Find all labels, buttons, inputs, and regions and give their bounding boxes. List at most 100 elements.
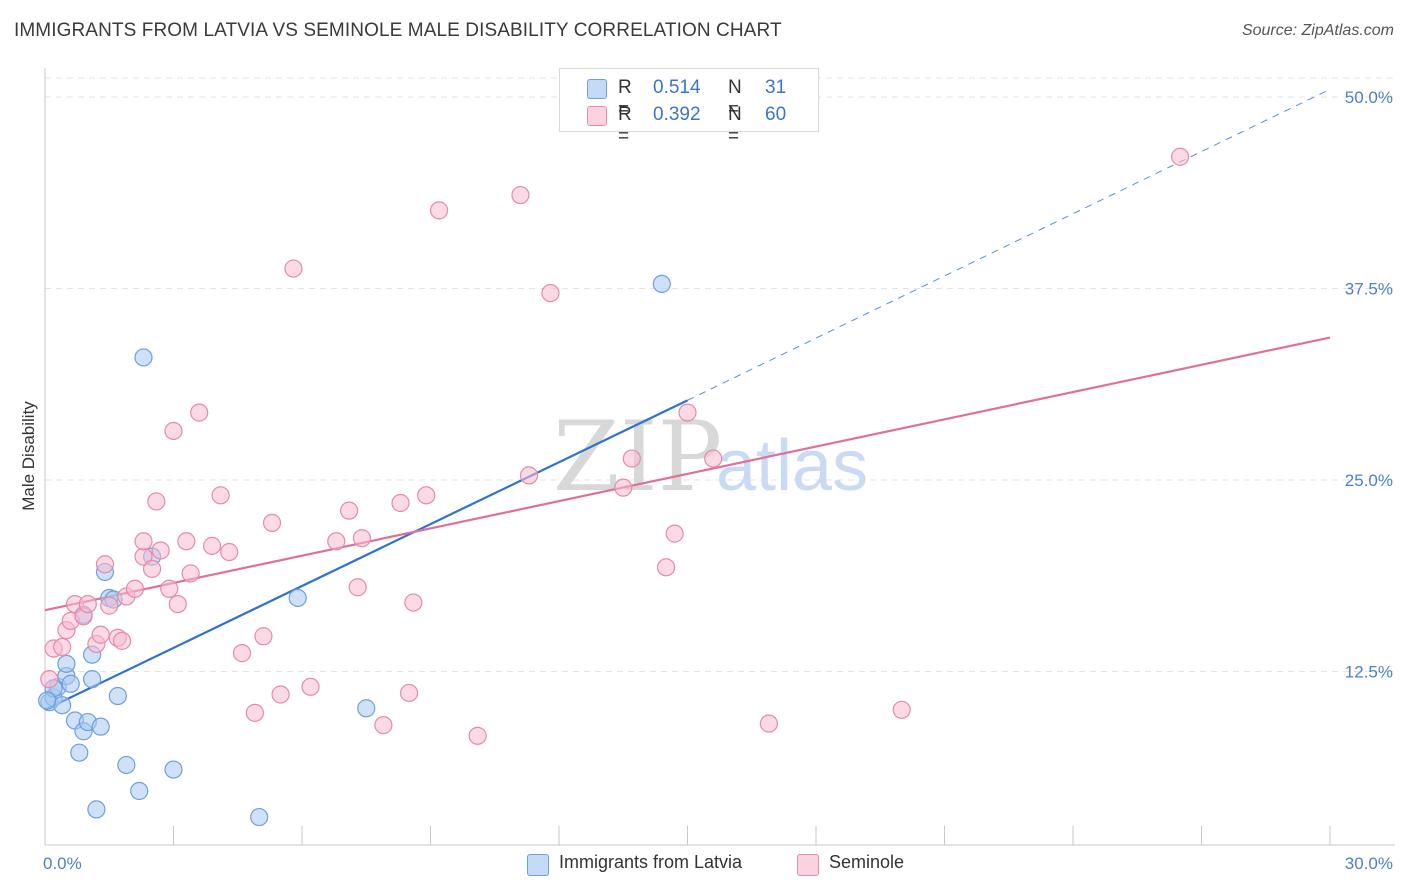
point-seminole bbox=[164, 421, 183, 441]
point-latvia bbox=[91, 717, 110, 736]
y-tick-label: 37.5% bbox=[1345, 280, 1393, 299]
point-seminole bbox=[220, 542, 239, 562]
point-latvia bbox=[61, 674, 80, 693]
point-latvia bbox=[70, 743, 89, 762]
point-seminole bbox=[151, 541, 170, 560]
point-seminole bbox=[468, 726, 487, 745]
point-latvia bbox=[117, 755, 136, 775]
point-seminole bbox=[40, 670, 59, 689]
point-seminole bbox=[1170, 147, 1190, 166]
point-seminole bbox=[95, 555, 115, 574]
point-seminole bbox=[147, 492, 166, 511]
point-seminole bbox=[190, 403, 209, 422]
point-seminole bbox=[91, 625, 110, 644]
point-latvia bbox=[87, 800, 106, 819]
point-seminole bbox=[100, 596, 119, 615]
y-axis-label: Male Disability bbox=[19, 401, 38, 511]
point-seminole bbox=[78, 594, 97, 614]
point-seminole bbox=[254, 627, 273, 646]
point-seminole bbox=[614, 478, 633, 497]
tick-labels: 12.5% 25.0% 37.5% 50.0% 0.0% 30.0% bbox=[43, 88, 1393, 873]
legend-r-label: R = bbox=[618, 104, 632, 147]
point-seminole bbox=[181, 564, 200, 583]
series-name-latvia: Immigrants from Latvia bbox=[559, 852, 743, 872]
y-tick-label: 50.0% bbox=[1345, 88, 1393, 107]
point-seminole bbox=[399, 683, 419, 703]
series-name-seminole: Seminole bbox=[829, 852, 905, 872]
point-seminole bbox=[168, 594, 187, 614]
point-latvia bbox=[83, 670, 102, 689]
point-seminole bbox=[892, 700, 911, 719]
point-latvia bbox=[357, 699, 376, 718]
point-seminole bbox=[404, 593, 423, 612]
x-tick-label: 0.0% bbox=[43, 854, 82, 873]
point-seminole bbox=[271, 685, 290, 704]
chart-title: IMMIGRANTS FROM LATVIA VS SEMINOLE MALE … bbox=[14, 20, 782, 41]
point-seminole bbox=[53, 637, 72, 657]
point-seminole bbox=[541, 283, 560, 303]
x-tick-label: 30.0% bbox=[1345, 854, 1393, 873]
point-seminole bbox=[177, 532, 196, 551]
point-seminole bbox=[202, 536, 222, 555]
watermark-atlas: atlas bbox=[716, 426, 868, 506]
point-seminole bbox=[348, 578, 367, 597]
point-seminole bbox=[374, 716, 393, 735]
point-latvia bbox=[288, 588, 307, 608]
trend-lines bbox=[44, 88, 1331, 711]
source-credit: Source: ZipAtlas.com bbox=[1241, 22, 1394, 39]
legend-n-label: N = bbox=[728, 77, 742, 120]
point-seminole bbox=[327, 532, 346, 551]
point-seminole bbox=[704, 449, 723, 468]
grid-lines bbox=[45, 77, 1395, 672]
point-latvia bbox=[250, 807, 269, 827]
point-seminole bbox=[134, 532, 153, 551]
legend-swatch-latvia bbox=[587, 79, 607, 99]
point-latvia bbox=[164, 760, 183, 779]
legend-r-label: R = bbox=[618, 77, 632, 120]
legend-n-value: 60 bbox=[765, 104, 787, 125]
point-latvia bbox=[134, 348, 153, 367]
point-seminole bbox=[511, 185, 530, 205]
point-seminole bbox=[301, 677, 320, 696]
point-seminole bbox=[340, 501, 359, 520]
legend-swatch-seminole bbox=[587, 106, 607, 126]
legend-n-value: 31 bbox=[765, 77, 787, 98]
point-seminole bbox=[759, 714, 778, 733]
y-tick-label: 12.5% bbox=[1345, 663, 1393, 682]
correlation-legend: R = 0.514 N = 31 R = 0.392 N = 60 bbox=[559, 68, 819, 147]
trend-line-seminole bbox=[44, 336, 1331, 612]
point-latvia bbox=[108, 686, 127, 706]
point-seminole bbox=[142, 559, 162, 578]
series-swatch-latvia bbox=[527, 854, 549, 876]
legend-r-value: 0.392 bbox=[653, 104, 701, 125]
y-tick-label: 25.0% bbox=[1345, 471, 1393, 490]
legend-n-label: N = bbox=[728, 104, 742, 147]
point-seminole bbox=[417, 486, 436, 505]
point-seminole bbox=[160, 579, 179, 598]
point-seminole bbox=[519, 466, 539, 485]
point-seminole bbox=[245, 703, 264, 722]
point-seminole bbox=[656, 558, 676, 577]
trend-extension-latvia bbox=[687, 88, 1331, 401]
point-seminole bbox=[284, 259, 303, 278]
point-seminole bbox=[622, 449, 641, 468]
point-seminole bbox=[391, 493, 410, 513]
point-seminole bbox=[125, 579, 145, 598]
point-seminole bbox=[232, 644, 252, 663]
point-latvia bbox=[38, 691, 57, 710]
point-latvia bbox=[130, 781, 149, 801]
point-latvia bbox=[53, 696, 72, 715]
point-seminole bbox=[665, 524, 684, 543]
point-seminole bbox=[112, 631, 132, 650]
point-seminole bbox=[211, 486, 230, 505]
data-points bbox=[38, 147, 1190, 827]
point-latvia bbox=[652, 274, 671, 294]
point-seminole bbox=[429, 201, 449, 220]
point-seminole bbox=[678, 403, 697, 422]
point-seminole bbox=[352, 529, 372, 548]
series-swatch-seminole bbox=[797, 854, 819, 876]
axes bbox=[44, 68, 1395, 846]
trend-line-latvia bbox=[44, 399, 688, 711]
point-latvia bbox=[57, 654, 76, 673]
